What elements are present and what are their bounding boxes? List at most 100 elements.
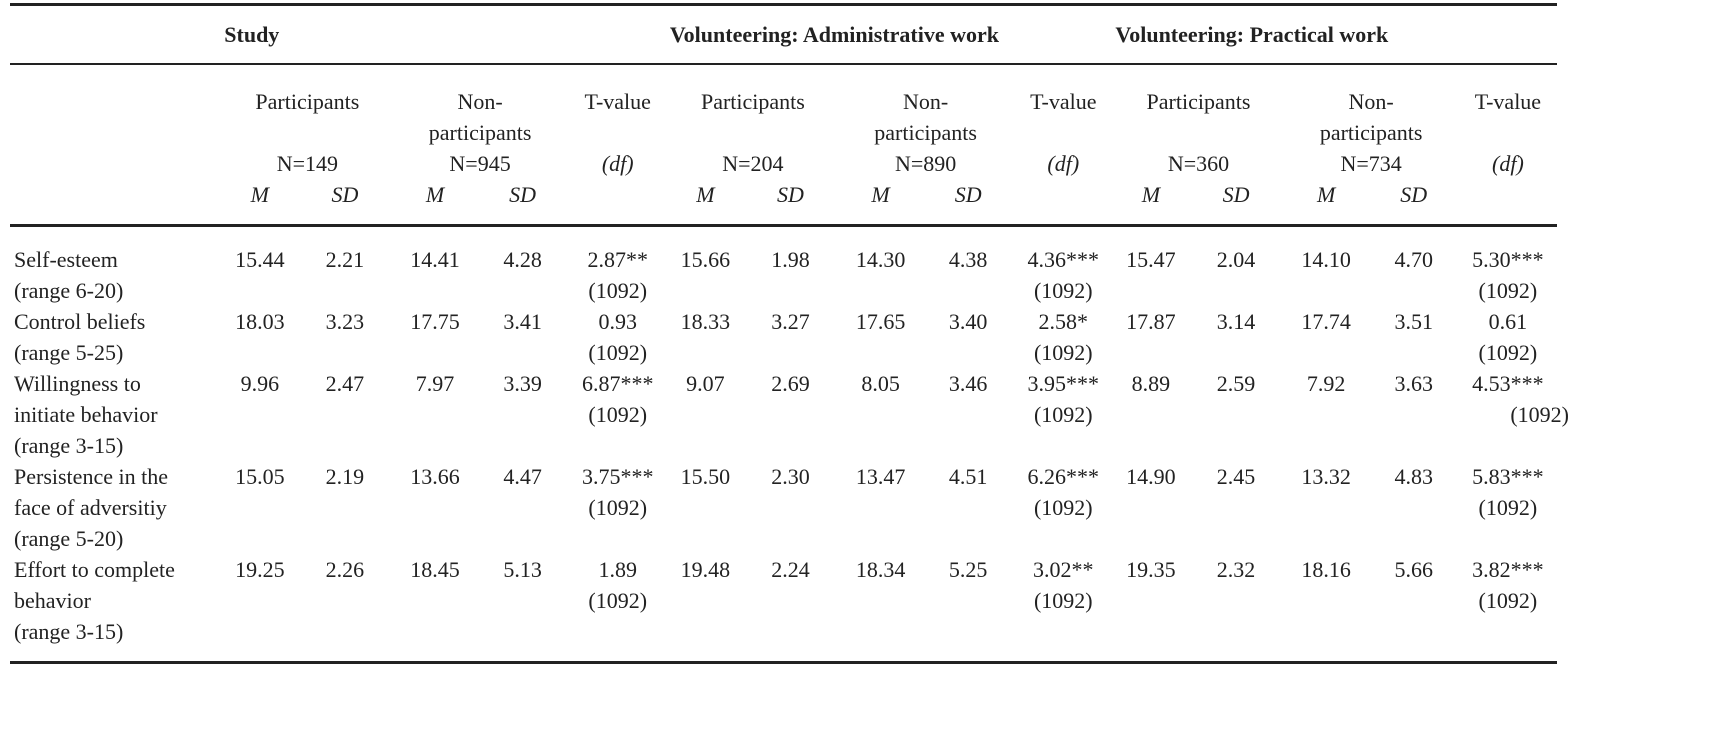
tvalue-cell: 1.89 (1092) <box>567 554 668 664</box>
value-p-m: 15.44 <box>235 247 285 272</box>
table-row: Self-esteem (range 6-20) 15.44 2.21 14.41 4.2… <box>10 226 1557 307</box>
tvalue-label: T-value <box>1030 89 1097 114</box>
value-p-sd: 3.27 <box>771 309 810 334</box>
row-label: Effort to complete behavior (range 3-15) <box>10 554 223 664</box>
value-p-m: 19.48 <box>667 554 743 664</box>
tvalue: 5.83*** <box>1472 464 1544 489</box>
nonparticipants-label-2: participants <box>1319 120 1423 145</box>
tvalue-label: T-value <box>1474 89 1542 114</box>
nonparticipants-label-1: Non- <box>457 89 503 114</box>
value-p-m: 18.33 <box>680 309 731 334</box>
tvalue-df: (1092) <box>1478 340 1538 365</box>
mean-header: M <box>1283 179 1369 227</box>
tvalue-cell: 4.53*** (1092) <box>1459 368 1569 461</box>
value-p-sd: 3.14 <box>1216 309 1256 334</box>
value-p-m: 19.25 <box>222 554 298 664</box>
empty-header-cell <box>10 179 223 227</box>
mean-header: M <box>838 179 924 227</box>
tvalue-df: (1092) <box>588 588 648 613</box>
mean-header: M <box>1113 179 1189 227</box>
tvalue-label: T-value <box>584 89 651 114</box>
value-p-sd: 2.45 <box>1216 464 1256 489</box>
nonparticipants-n: N=890 <box>894 151 957 176</box>
row-label: Control beliefs (range 5-25) <box>10 306 222 368</box>
tvalue-cell: 5.83*** (1092) <box>1459 461 1557 554</box>
empty-header-cell <box>1458 179 1557 227</box>
row-label: Willingness to initiate behavior (range 3-… <box>10 368 222 461</box>
participants-header: Participants N=360 <box>1113 64 1283 179</box>
value-p-m: 15.47 <box>1126 247 1176 272</box>
row-label-line: Self-esteem <box>14 247 118 272</box>
value-p-sd: 2.21 <box>325 247 365 272</box>
tvalue-df: (1092) <box>588 278 648 303</box>
tvalue-df: (1092) <box>1033 402 1093 427</box>
tvalue: 3.75*** <box>581 464 654 489</box>
row-label-line: (range 5-20) <box>14 526 124 551</box>
tvalue-df: (1092) <box>1510 402 1569 427</box>
value-np-sd: 4.83 <box>1394 464 1433 489</box>
value-p-sd: 2.19 <box>325 464 365 489</box>
subgroup-header-row: Participants N=149 Non-participants N=945 T… <box>10 64 1557 179</box>
participants-n: N=360 <box>1167 151 1230 176</box>
value-np-m: 18.34 <box>838 554 924 664</box>
tvalue-cell: 2.58* (1092) <box>1013 306 1113 368</box>
sd-header: SD <box>1368 179 1459 227</box>
row-label-line: Willingness to <box>14 371 141 396</box>
spacer <box>1459 117 1557 148</box>
tvalue-cell: 0.93 (1092) <box>568 306 668 368</box>
value-p-sd: 1.98 <box>771 247 810 272</box>
tvalue-df: (1092) <box>588 495 648 520</box>
tvalue-cell: 4.36*** (1092) <box>1013 226 1113 307</box>
spacer <box>668 117 838 148</box>
tvalue: 2.87** <box>587 247 648 272</box>
tvalue-cell: 3.75*** (1092) <box>568 461 668 554</box>
tvalue-header: T-value (df) <box>1459 64 1557 179</box>
tvalue-df-label: (df) <box>1047 151 1080 176</box>
value-np-m: 18.45 <box>392 554 478 664</box>
tvalue-cell: 3.95*** (1092) <box>1013 368 1113 461</box>
mean-header: M <box>667 179 743 227</box>
value-np-m: 7.97 <box>415 371 455 396</box>
value-np-sd: 4.70 <box>1394 247 1433 272</box>
value-np-sd: 5.13 <box>477 554 568 664</box>
tvalue-header: T-value (df) <box>1013 64 1113 179</box>
mean-header: M <box>222 179 298 227</box>
empty-header-cell <box>10 3 223 65</box>
tvalue: 6.26*** <box>1027 464 1100 489</box>
value-np-m: 14.30 <box>855 247 906 272</box>
value-np-m: 17.74 <box>1301 309 1351 334</box>
value-p-sd: 2.69 <box>771 371 810 396</box>
value-p-m: 15.66 <box>680 247 731 272</box>
participants-n: N=149 <box>276 151 339 176</box>
value-np-m: 17.65 <box>855 309 906 334</box>
value-p-m: 19.35 <box>1113 554 1189 664</box>
table-row: Willingness to initiate behavior (range 3-… <box>10 368 1569 461</box>
value-p-m: 15.05 <box>235 464 285 489</box>
tvalue-df: (1092) <box>588 340 648 365</box>
value-p-sd: 2.24 <box>742 554 839 664</box>
nonparticipants-header: Non-participants N=945 <box>392 64 567 179</box>
results-table-container: Study Volunteering: Administrative work Vo… <box>10 3 1569 664</box>
tvalue-df: (1092) <box>1033 340 1093 365</box>
value-np-m: 7.92 <box>1306 371 1346 396</box>
tvalue-df: (1092) <box>1478 588 1538 613</box>
nonparticipants-header: Non-participants N=734 <box>1284 64 1459 179</box>
value-np-m: 13.47 <box>855 464 906 489</box>
value-p-m: 18.03 <box>235 309 285 334</box>
empty-header-cell <box>10 64 222 179</box>
tvalue-cell: 2.87** (1092) <box>568 226 668 307</box>
tvalue: 5.30*** <box>1472 247 1544 272</box>
value-np-sd: 4.51 <box>948 464 988 489</box>
row-label-line: Persistence in the <box>14 464 168 489</box>
value-p-m: 9.07 <box>686 371 725 396</box>
nonparticipants-label-2: participants <box>428 120 532 145</box>
tvalue-df: (1092) <box>1478 278 1538 303</box>
participants-header: Participants N=204 <box>668 64 838 179</box>
row-label-line: initiate behavior <box>14 402 158 427</box>
value-p-sd: 2.32 <box>1188 554 1284 664</box>
tvalue-df: (1092) <box>1033 278 1093 303</box>
value-np-m: 18.16 <box>1283 554 1369 664</box>
row-label-line: (range 6-20) <box>14 278 124 303</box>
spacer <box>568 117 668 148</box>
tvalue: 6.87*** <box>581 371 654 396</box>
